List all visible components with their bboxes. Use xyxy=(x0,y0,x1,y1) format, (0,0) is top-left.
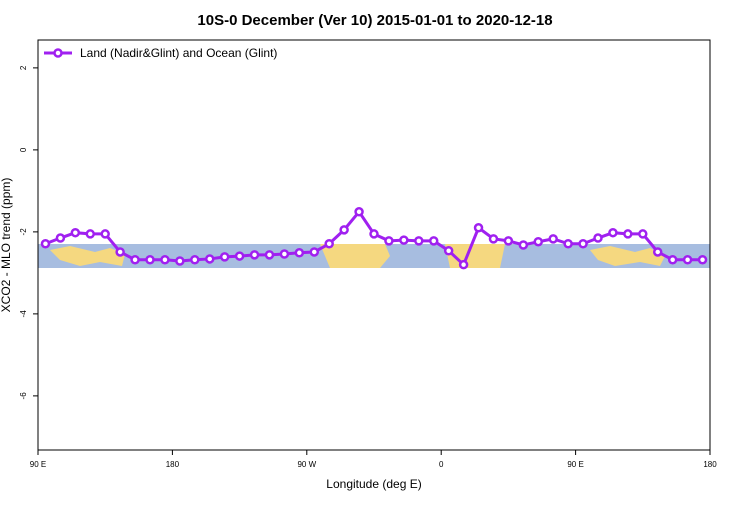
data-point xyxy=(593,233,603,243)
data-point xyxy=(249,250,260,260)
x-tick-label: 180 xyxy=(166,460,180,469)
x-tick-label: 0 xyxy=(439,460,444,469)
x-tick-label: 90 E xyxy=(567,460,583,469)
data-point xyxy=(623,229,633,239)
plot-frame xyxy=(37,39,711,451)
data-point xyxy=(130,255,140,265)
data-point xyxy=(608,227,618,238)
data-point xyxy=(369,229,379,239)
data-point xyxy=(264,250,275,260)
data-point xyxy=(652,247,663,257)
data-point xyxy=(458,259,469,270)
data-point xyxy=(160,255,170,265)
data-point xyxy=(100,229,110,239)
data-point xyxy=(384,236,394,246)
data-point xyxy=(488,234,499,244)
legend-marker xyxy=(53,48,63,58)
data-point xyxy=(354,207,364,217)
data-point xyxy=(518,240,529,250)
data-point xyxy=(473,223,484,233)
data-point xyxy=(399,235,409,245)
data-point xyxy=(667,255,678,265)
data-point xyxy=(190,255,200,265)
data-point xyxy=(697,255,708,265)
data-point xyxy=(40,239,51,249)
data-point xyxy=(548,234,558,244)
data-point xyxy=(219,252,230,262)
x-tick-label: 180 xyxy=(703,460,717,469)
data-point xyxy=(578,239,588,249)
data-point xyxy=(234,251,245,261)
data-point xyxy=(682,255,693,265)
map-band xyxy=(38,244,710,268)
data-point xyxy=(204,254,215,264)
data-point xyxy=(175,256,185,266)
y-tick-label: 0 xyxy=(19,147,28,152)
data-point xyxy=(55,233,66,243)
data-point xyxy=(70,227,81,238)
y-tick-label: 2 xyxy=(19,65,28,70)
data-point xyxy=(443,245,454,256)
data-point xyxy=(309,247,320,257)
x-axis-label: Longitude (deg E) xyxy=(326,477,421,491)
data-point xyxy=(339,225,349,235)
data-point xyxy=(85,229,96,239)
data-point xyxy=(638,229,648,239)
data-point xyxy=(115,247,125,257)
data-point xyxy=(503,236,514,246)
chart-title: 10S-0 December (Ver 10) 2015-01-01 to 20… xyxy=(197,12,552,29)
data-point xyxy=(533,236,544,247)
data-point xyxy=(294,248,305,258)
legend-label: Land (Nadir&Glint) and Ocean (Glint) xyxy=(80,46,277,60)
data-point xyxy=(563,239,573,249)
x-tick-label: 90 W xyxy=(297,460,316,469)
data-point xyxy=(279,249,290,259)
data-point xyxy=(414,236,424,246)
y-tick-label: -2 xyxy=(19,228,28,236)
x-tick-label: 90 E xyxy=(30,460,46,469)
y-tick-label: -4 xyxy=(19,310,28,318)
data-point xyxy=(145,255,155,265)
y-axis-label: XCO2 - MLO trend (ppm) xyxy=(0,178,13,313)
data-point xyxy=(324,239,334,249)
data-point xyxy=(428,236,439,246)
y-tick-label: -6 xyxy=(19,392,28,400)
